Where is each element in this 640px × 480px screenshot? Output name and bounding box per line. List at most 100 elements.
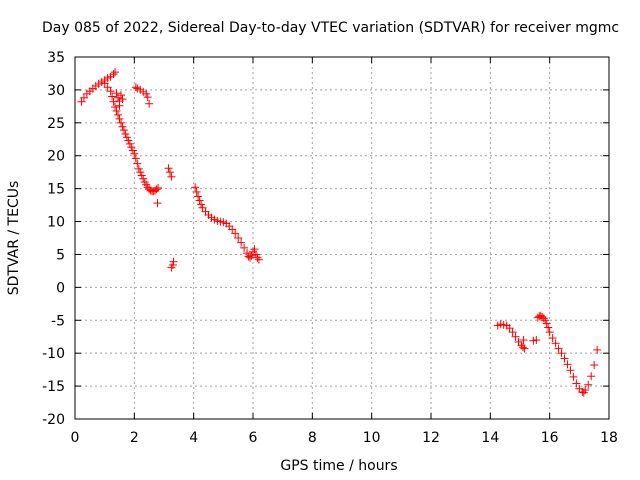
y-tick-label: 15 (47, 182, 65, 198)
data-point (511, 332, 520, 341)
x-tick-label: 4 (189, 430, 198, 446)
data-point (121, 130, 130, 139)
y-tick-label: 5 (56, 247, 65, 263)
data-point (234, 234, 243, 242)
data-point (134, 164, 143, 173)
data-point (118, 95, 127, 104)
data-point (566, 366, 575, 375)
data-point (551, 339, 560, 348)
data-point (145, 99, 154, 108)
data-point (197, 200, 206, 209)
data-point (192, 187, 201, 196)
data-point (152, 185, 161, 194)
data-point (164, 164, 173, 173)
data-point (127, 143, 136, 152)
y-tick-label: -15 (42, 379, 65, 395)
data-point (111, 68, 120, 77)
data-point (237, 238, 246, 247)
data-point (116, 118, 125, 127)
x-tick-label: 0 (71, 430, 80, 446)
data-point (154, 183, 163, 192)
data-point (131, 154, 140, 163)
data-point (137, 171, 146, 180)
axis-ticks (74, 56, 610, 420)
data-point (130, 149, 139, 158)
x-tick-label: 2 (130, 430, 139, 446)
data-point (153, 199, 162, 208)
x-tick-label: 8 (308, 430, 317, 446)
chart-title: Day 085 of 2022, Sidereal Day-to-day VTE… (42, 20, 619, 36)
data-point (563, 360, 572, 369)
data-point (112, 89, 121, 98)
data-point (545, 328, 554, 337)
x-tick-label: 18 (600, 430, 618, 446)
data-point (108, 92, 117, 101)
x-tick-label: 16 (541, 430, 559, 446)
data-point (581, 386, 590, 395)
data-point (584, 380, 593, 389)
data-point (165, 168, 174, 177)
data-point (142, 89, 151, 98)
data-point (169, 257, 178, 266)
data-point (250, 245, 259, 254)
data-point (143, 93, 152, 102)
data-point (131, 83, 140, 92)
data-point (532, 336, 541, 345)
data-point (111, 103, 120, 112)
y-tick-label: 30 (47, 83, 65, 99)
data-point (136, 168, 145, 177)
data-point (195, 196, 204, 205)
data-point (231, 229, 240, 238)
x-tick-label: 6 (249, 430, 258, 446)
y-tick-label: 20 (47, 149, 65, 165)
data-point (254, 255, 263, 264)
data-point (560, 354, 569, 363)
data-point (109, 70, 118, 79)
data-point (541, 316, 550, 325)
data-point (569, 372, 578, 381)
y-tick-label: -10 (42, 346, 65, 362)
data-points (77, 68, 602, 397)
data-point (133, 159, 142, 168)
data-point (251, 250, 260, 259)
data-point (119, 126, 128, 135)
x-tick-label: 12 (422, 430, 440, 446)
data-point (128, 146, 137, 155)
y-tick-label: 0 (56, 280, 65, 296)
data-point (139, 174, 148, 183)
data-point (508, 328, 517, 337)
data-point (106, 87, 115, 96)
data-point (116, 91, 125, 100)
data-point (118, 122, 127, 131)
data-point (194, 192, 203, 201)
data-point (572, 379, 581, 388)
y-tick-label: -5 (51, 313, 65, 329)
data-point (518, 343, 527, 352)
data-point (122, 133, 131, 142)
data-point (115, 114, 124, 123)
data-point (124, 136, 133, 145)
y-tick-labels: 35 30 25 20 15 10 5 0 -5 -10 -15 -20 (42, 50, 65, 428)
data-point (519, 336, 528, 345)
data-point (247, 251, 256, 260)
y-axis-title: SDTVAR / TECUs (6, 181, 22, 296)
data-point (109, 97, 118, 106)
y-tick-label: 25 (47, 116, 65, 132)
x-tick-label: 14 (481, 430, 499, 446)
data-point (168, 260, 177, 269)
data-point (253, 253, 262, 262)
data-point (114, 110, 123, 119)
data-point (587, 372, 596, 381)
data-point (544, 323, 553, 332)
grid (75, 57, 609, 419)
data-point (548, 334, 557, 343)
y-tick-label: 35 (47, 50, 65, 66)
data-point (246, 253, 255, 262)
data-point (243, 249, 252, 258)
data-point (191, 183, 200, 192)
data-point (539, 314, 548, 323)
x-axis-title: GPS time / hours (280, 458, 397, 474)
data-point (542, 319, 551, 328)
data-point (115, 101, 124, 110)
